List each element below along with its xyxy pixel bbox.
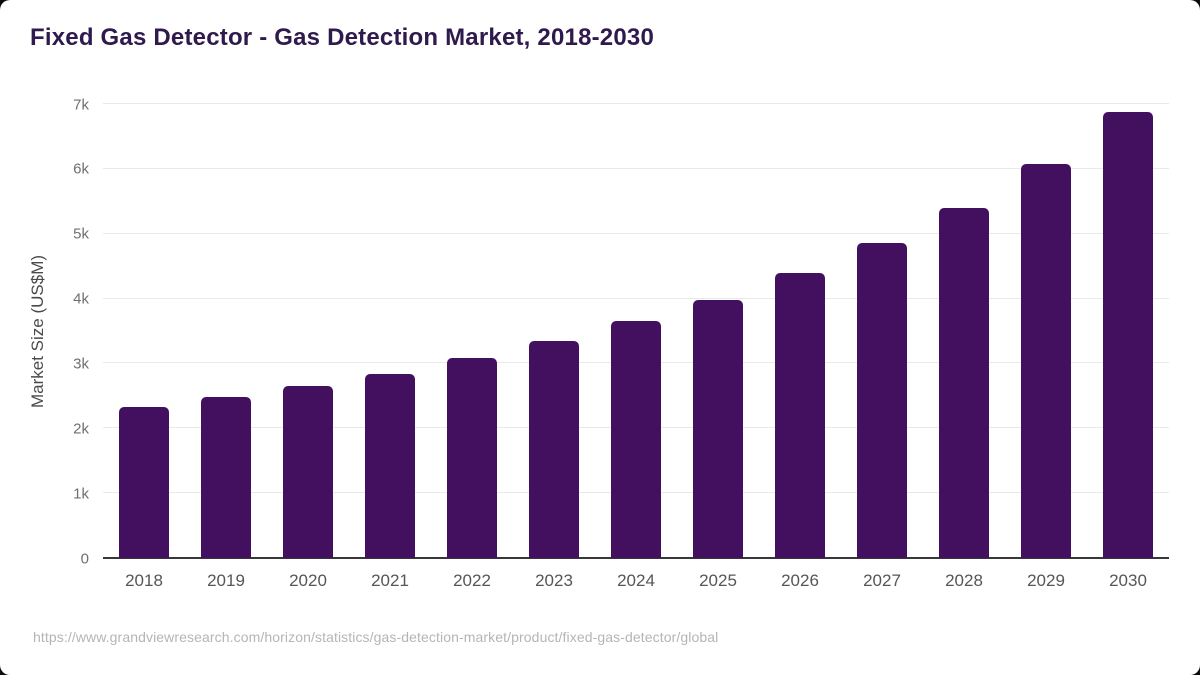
x-tick-label-2022: 2022 — [453, 571, 491, 590]
x-tick-label-2024: 2024 — [617, 571, 655, 590]
gridline-4k — [103, 297, 1169, 299]
y-axis-title: Market Size (US$M) — [28, 254, 47, 408]
bar-2024[interactable] — [611, 321, 661, 558]
gridline-7k — [103, 103, 1169, 104]
x-tick-label-2028: 2028 — [945, 571, 983, 590]
bar-2028[interactable] — [939, 207, 989, 558]
x-tick-label-2029: 2029 — [1027, 571, 1065, 590]
bar-2025[interactable] — [693, 299, 743, 558]
x-tick-label-2018: 2018 — [125, 571, 163, 590]
bar-2022[interactable] — [447, 357, 497, 558]
x-tick-label-2027: 2027 — [863, 571, 901, 590]
chart-title: Fixed Gas Detector - Gas Detection Marke… — [30, 24, 654, 51]
y-tick-label-2k: 2k — [73, 420, 89, 438]
x-tick-label-2021: 2021 — [371, 571, 409, 590]
x-tick-label-2023: 2023 — [535, 571, 573, 590]
y-tick-label-7k: 7k — [73, 96, 89, 113]
bar-2020[interactable] — [283, 386, 333, 558]
plot-area: 0 1k 2k 3k 4k 5k 6k 7k 2018 2019 2020 2021 2022 2023 2… — [73, 96, 1169, 590]
gridline-5k — [103, 232, 1169, 234]
y-tick-label-6k: 6k — [73, 160, 89, 178]
x-tick-label-2026: 2026 — [781, 571, 819, 590]
bar-2019[interactable] — [201, 397, 251, 558]
gridline-6k — [103, 167, 1169, 169]
y-tick-label-4k: 4k — [73, 290, 89, 308]
bar-2027[interactable] — [857, 243, 907, 558]
y-tick-label-0: 0 — [80, 550, 89, 567]
bar-2023[interactable] — [529, 341, 579, 558]
y-tick-label-5k: 5k — [73, 225, 89, 243]
bar-2021[interactable] — [365, 373, 415, 558]
y-tick-label-1k: 1k — [73, 485, 89, 503]
x-axis-line — [103, 557, 1169, 559]
bar-2029[interactable] — [1021, 163, 1071, 558]
x-tick-label-2025: 2025 — [699, 571, 737, 590]
bar-2030[interactable] — [1103, 111, 1153, 558]
bar-2018[interactable] — [119, 406, 169, 558]
x-tick-label-2030: 2030 — [1109, 571, 1147, 590]
y-tick-label-3k: 3k — [73, 355, 89, 373]
source-url: https://www.grandviewresearch.com/horizo… — [33, 629, 719, 645]
x-tick-label-2020: 2020 — [289, 571, 327, 590]
x-tick-label-2019: 2019 — [207, 571, 245, 590]
bar-2026[interactable] — [775, 273, 825, 558]
